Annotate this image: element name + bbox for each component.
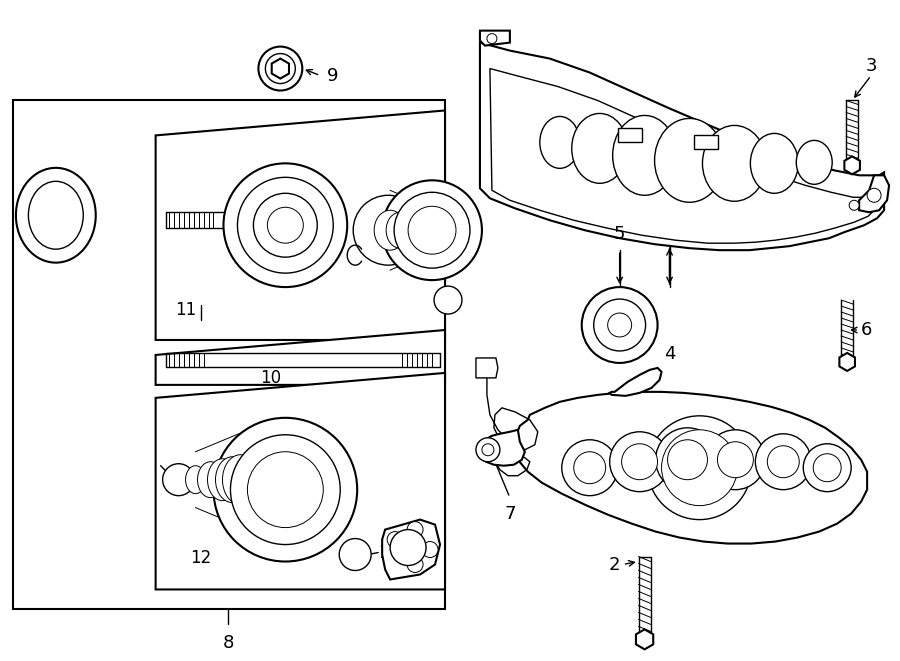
Circle shape — [581, 287, 658, 363]
Polygon shape — [156, 330, 445, 385]
Ellipse shape — [398, 214, 422, 246]
Circle shape — [668, 440, 707, 480]
Circle shape — [717, 442, 753, 478]
Circle shape — [394, 192, 470, 268]
Circle shape — [867, 188, 881, 202]
Ellipse shape — [185, 466, 205, 494]
Text: 2: 2 — [608, 555, 619, 574]
Text: 12: 12 — [191, 549, 211, 566]
Circle shape — [407, 522, 423, 537]
Circle shape — [850, 200, 859, 210]
Polygon shape — [515, 392, 867, 543]
Text: 6: 6 — [861, 321, 872, 339]
Circle shape — [266, 54, 295, 83]
Circle shape — [223, 163, 347, 287]
Circle shape — [390, 529, 426, 566]
Circle shape — [768, 446, 799, 478]
Polygon shape — [490, 69, 874, 243]
Text: 3: 3 — [866, 57, 877, 75]
Circle shape — [706, 430, 765, 490]
Circle shape — [387, 531, 403, 547]
Circle shape — [594, 299, 645, 351]
Ellipse shape — [386, 212, 414, 248]
Polygon shape — [609, 368, 662, 396]
Circle shape — [339, 539, 371, 570]
Circle shape — [267, 208, 303, 243]
Ellipse shape — [197, 462, 223, 498]
Circle shape — [163, 464, 194, 496]
Ellipse shape — [374, 210, 406, 250]
Polygon shape — [478, 430, 525, 466]
Circle shape — [213, 418, 357, 561]
Circle shape — [648, 416, 752, 520]
Circle shape — [573, 451, 606, 484]
Circle shape — [804, 444, 851, 492]
Circle shape — [353, 195, 423, 265]
Circle shape — [482, 444, 494, 455]
Circle shape — [755, 434, 811, 490]
Ellipse shape — [420, 219, 436, 241]
Circle shape — [622, 444, 658, 480]
Ellipse shape — [208, 459, 238, 500]
Ellipse shape — [613, 116, 677, 195]
Circle shape — [248, 451, 323, 527]
Ellipse shape — [751, 134, 798, 193]
Text: 10: 10 — [260, 369, 281, 387]
Circle shape — [258, 46, 302, 91]
Text: 13: 13 — [378, 543, 400, 562]
Circle shape — [230, 435, 340, 545]
Circle shape — [382, 180, 482, 280]
Ellipse shape — [796, 140, 832, 184]
Text: 4: 4 — [664, 345, 675, 363]
Polygon shape — [860, 175, 889, 212]
Circle shape — [434, 286, 462, 314]
Polygon shape — [13, 100, 445, 609]
Circle shape — [814, 453, 842, 482]
Circle shape — [487, 34, 497, 44]
Text: 7: 7 — [504, 504, 516, 523]
Ellipse shape — [654, 118, 724, 202]
Polygon shape — [156, 110, 445, 340]
Circle shape — [422, 541, 438, 557]
Ellipse shape — [540, 116, 580, 169]
Ellipse shape — [215, 457, 249, 502]
Circle shape — [608, 313, 632, 337]
Circle shape — [254, 193, 318, 257]
Ellipse shape — [572, 114, 627, 183]
Circle shape — [407, 557, 423, 572]
Ellipse shape — [428, 221, 442, 239]
Ellipse shape — [703, 126, 766, 201]
Polygon shape — [156, 373, 445, 590]
Polygon shape — [480, 30, 510, 46]
Text: 1: 1 — [476, 441, 488, 459]
Circle shape — [476, 438, 500, 462]
Circle shape — [562, 440, 617, 496]
Bar — [617, 128, 642, 142]
Ellipse shape — [29, 181, 84, 249]
Polygon shape — [382, 520, 440, 580]
Text: 9: 9 — [328, 67, 338, 85]
Bar — [695, 136, 718, 149]
Text: 8: 8 — [223, 635, 234, 652]
Ellipse shape — [222, 455, 258, 504]
Circle shape — [662, 430, 737, 506]
Circle shape — [609, 432, 670, 492]
Circle shape — [408, 206, 456, 254]
Circle shape — [238, 177, 333, 273]
Polygon shape — [476, 358, 498, 378]
Ellipse shape — [410, 216, 430, 244]
Circle shape — [655, 428, 719, 492]
Ellipse shape — [16, 168, 95, 262]
Text: 11: 11 — [176, 301, 197, 319]
Polygon shape — [480, 42, 884, 250]
Text: 5: 5 — [614, 225, 626, 243]
